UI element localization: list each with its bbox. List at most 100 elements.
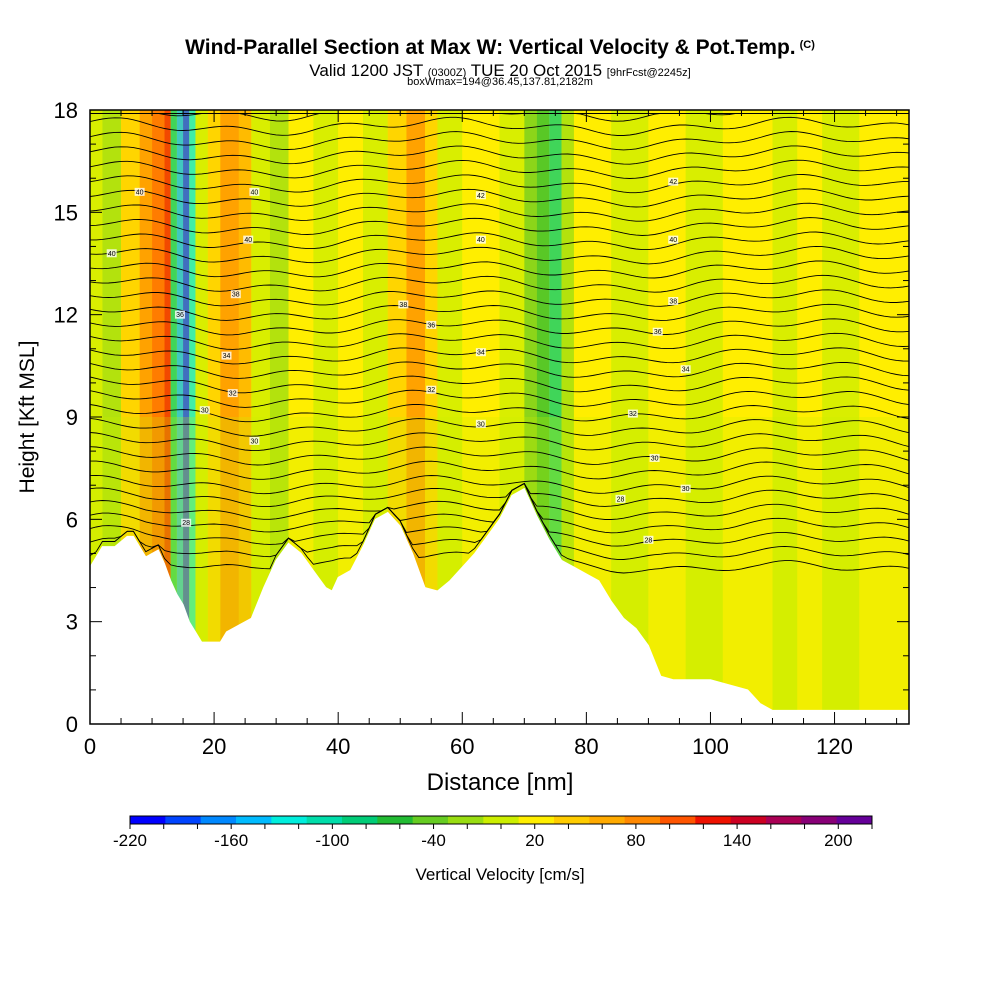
velocity-band <box>195 110 208 724</box>
copyright-mark: (C) <box>799 39 815 51</box>
isentrope-line <box>90 188 909 208</box>
isentrope-line <box>90 474 909 495</box>
contour-label-bg <box>221 351 232 360</box>
velocity-band <box>238 110 252 724</box>
x-tick-label: 20 <box>202 734 226 759</box>
isentrope-line <box>90 361 909 379</box>
contour-label: 32 <box>427 387 435 394</box>
colorbar-tick-label: 80 <box>626 831 645 850</box>
contour-label-bg <box>615 494 626 503</box>
isentrope-line <box>90 403 909 423</box>
isentrope-line <box>90 318 909 336</box>
isentrope-line <box>90 389 909 408</box>
contour-label: 30 <box>477 421 485 428</box>
valid-date: TUE 20 Oct 2015 <box>470 61 603 80</box>
utc-time: (0300Z) <box>427 67 467 79</box>
contour-label-bg <box>227 389 238 398</box>
contour-label-bg <box>680 484 691 493</box>
contour-label-bg <box>134 187 145 196</box>
colorbar-swatch <box>554 816 590 824</box>
box-info: boxWmax=194@36.45,137.81,2182m <box>407 76 593 88</box>
contour-label: 32 <box>629 411 637 418</box>
contour-label: 30 <box>682 486 690 493</box>
velocity-band <box>772 110 798 724</box>
contour-label: 40 <box>477 237 485 244</box>
y-tick-label: 9 <box>66 405 78 430</box>
colorbar-swatch <box>448 816 484 824</box>
contour-label: 30 <box>251 438 259 445</box>
chart-title-text: Wind-Parallel Section at Max W: Vertical… <box>185 36 796 59</box>
contour-label: 30 <box>201 408 209 415</box>
contour-label-bg <box>475 191 486 200</box>
velocity-band <box>425 110 438 724</box>
isentrope-line <box>90 159 909 179</box>
contour-label: 38 <box>232 292 240 299</box>
contour-label: 28 <box>182 520 190 527</box>
forecast-info: [9hrFcst@2245z] <box>606 67 691 79</box>
contour-label: 38 <box>669 299 677 306</box>
isentrope-line <box>90 460 909 480</box>
contour-label-bg <box>199 406 210 415</box>
x-tick-label: 100 <box>692 734 729 759</box>
colorbar-swatch <box>589 816 626 824</box>
contour-label-bg <box>249 187 260 196</box>
velocity-band <box>207 110 221 724</box>
contour-label-bg <box>398 300 409 309</box>
colorbar-tick-label: -40 <box>421 831 446 850</box>
contour-label-bg <box>668 177 679 186</box>
colorbar-swatch <box>271 816 308 824</box>
terrain-mask <box>90 487 909 724</box>
y-tick-label: 18 <box>54 98 78 123</box>
isentrope-line <box>90 446 909 466</box>
contour-label-bg <box>643 535 654 544</box>
contour-label-bg <box>627 409 638 418</box>
contour-label-bg <box>668 297 679 306</box>
contour-label: 40 <box>244 237 252 244</box>
isentrope-line <box>90 217 909 236</box>
colorbar-label: Vertical Velocity [cm/s] <box>415 865 584 884</box>
contour-label: 32 <box>229 391 237 398</box>
colorbar-tick-label: -160 <box>214 831 248 850</box>
contour-label: 36 <box>654 329 662 336</box>
valid-time: Valid 1200 JST <box>309 61 424 80</box>
isentrope-line <box>90 231 909 251</box>
contour-label-bg <box>680 365 691 374</box>
velocity-band <box>685 110 723 724</box>
contour-label: 38 <box>399 302 407 309</box>
velocity-band <box>251 110 270 724</box>
contour-label: 30 <box>651 455 659 462</box>
contour-label: 40 <box>669 237 677 244</box>
chart-title: Wind-Parallel Section at Max W: Vertical… <box>0 36 1000 60</box>
contour-label-bg <box>181 518 192 527</box>
contour-label: 40 <box>251 189 259 196</box>
colorbar-swatch <box>377 816 414 824</box>
isentrope-line <box>90 482 909 520</box>
colorbar-tick-label: -220 <box>113 831 147 850</box>
colorbar-swatch <box>518 816 555 824</box>
isentrope-line <box>90 375 909 394</box>
contour-label-bg <box>475 348 486 357</box>
colorbar-swatch <box>766 816 802 824</box>
isentrope-line <box>90 332 909 350</box>
isentrope-line <box>90 174 909 194</box>
contour-label: 34 <box>223 353 231 360</box>
colorbar-swatch <box>306 816 343 824</box>
colorbar-swatch <box>836 816 873 824</box>
y-tick-label: 12 <box>54 303 78 328</box>
colorbar-swatch <box>483 816 520 824</box>
contour-label-bg <box>426 385 437 394</box>
plot-area: 40 40 40 40 38 36 34 32 30 30 28 38 36 42 40 34 32 30 42 40… <box>90 110 909 724</box>
velocity-band <box>164 110 171 724</box>
contour-label: 28 <box>645 537 653 544</box>
contour-label: 40 <box>108 251 116 258</box>
colorbar-swatch <box>130 816 166 824</box>
colorbar-swatch <box>695 816 732 824</box>
velocity-band <box>220 110 239 724</box>
contour-label-bg <box>230 290 241 299</box>
isentrope-line <box>90 482 909 508</box>
isentrope-line <box>90 482 909 534</box>
contour-label: 42 <box>477 193 485 200</box>
velocity-band <box>170 110 177 724</box>
contour-label-bg <box>249 436 260 445</box>
